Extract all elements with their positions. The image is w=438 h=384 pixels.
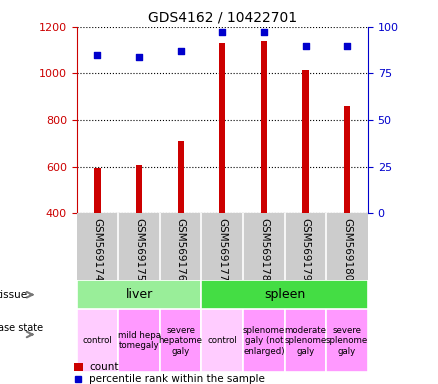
Point <box>260 30 267 36</box>
Text: percentile rank within the sample: percentile rank within the sample <box>89 374 265 384</box>
Point <box>94 52 101 58</box>
Point <box>302 43 309 49</box>
Bar <box>243 309 285 372</box>
Text: control: control <box>208 336 237 345</box>
Title: GDS4162 / 10422701: GDS4162 / 10422701 <box>148 10 297 24</box>
Bar <box>74 363 83 371</box>
Text: GSM569178: GSM569178 <box>259 218 269 282</box>
Text: severe
hepatome
galy: severe hepatome galy <box>159 326 203 356</box>
Text: splenome
galy (not
enlarged): splenome galy (not enlarged) <box>243 326 285 356</box>
Text: GSM569179: GSM569179 <box>300 218 311 282</box>
Text: disease state: disease state <box>0 323 44 333</box>
Text: GSM569177: GSM569177 <box>217 218 227 282</box>
Text: tissue: tissue <box>0 290 28 300</box>
Bar <box>94 168 101 213</box>
Bar <box>160 309 201 372</box>
Bar <box>77 309 118 372</box>
Bar <box>201 280 368 309</box>
Bar <box>136 165 142 213</box>
Bar <box>77 280 201 309</box>
Text: spleen: spleen <box>264 288 305 301</box>
Point <box>177 48 184 54</box>
Text: GSM569180: GSM569180 <box>342 218 352 282</box>
Bar <box>118 309 160 372</box>
Point <box>219 30 226 36</box>
Text: GSM569174: GSM569174 <box>92 218 102 282</box>
Bar <box>219 43 226 213</box>
Text: GSM569175: GSM569175 <box>134 218 144 282</box>
Text: severe
splenome
galy: severe splenome galy <box>326 326 368 356</box>
Text: liver: liver <box>125 288 153 301</box>
Bar <box>326 309 368 372</box>
Text: count: count <box>89 362 118 372</box>
Bar <box>285 309 326 372</box>
Text: mild hepa
tomegaly: mild hepa tomegaly <box>117 331 161 351</box>
Text: control: control <box>83 336 112 345</box>
Bar <box>177 141 184 213</box>
Point <box>135 54 142 60</box>
Bar <box>261 41 267 213</box>
Bar <box>302 70 309 213</box>
Text: GSM569176: GSM569176 <box>176 218 186 282</box>
Point <box>343 43 350 49</box>
Text: moderate
splenome
galy: moderate splenome galy <box>284 326 327 356</box>
Bar <box>344 106 350 213</box>
Bar <box>201 309 243 372</box>
